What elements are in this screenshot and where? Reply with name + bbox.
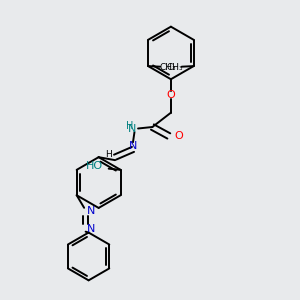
Text: N: N — [128, 124, 136, 134]
Text: CH₃: CH₃ — [166, 63, 183, 72]
Text: O: O — [167, 90, 175, 100]
Text: N: N — [86, 206, 95, 216]
Text: O: O — [174, 131, 183, 141]
Text: H: H — [105, 150, 112, 159]
Text: N: N — [86, 224, 95, 234]
Text: HO: HO — [85, 161, 103, 171]
Text: N: N — [129, 141, 137, 151]
Text: CH₃: CH₃ — [159, 63, 176, 72]
Text: H: H — [126, 121, 134, 131]
